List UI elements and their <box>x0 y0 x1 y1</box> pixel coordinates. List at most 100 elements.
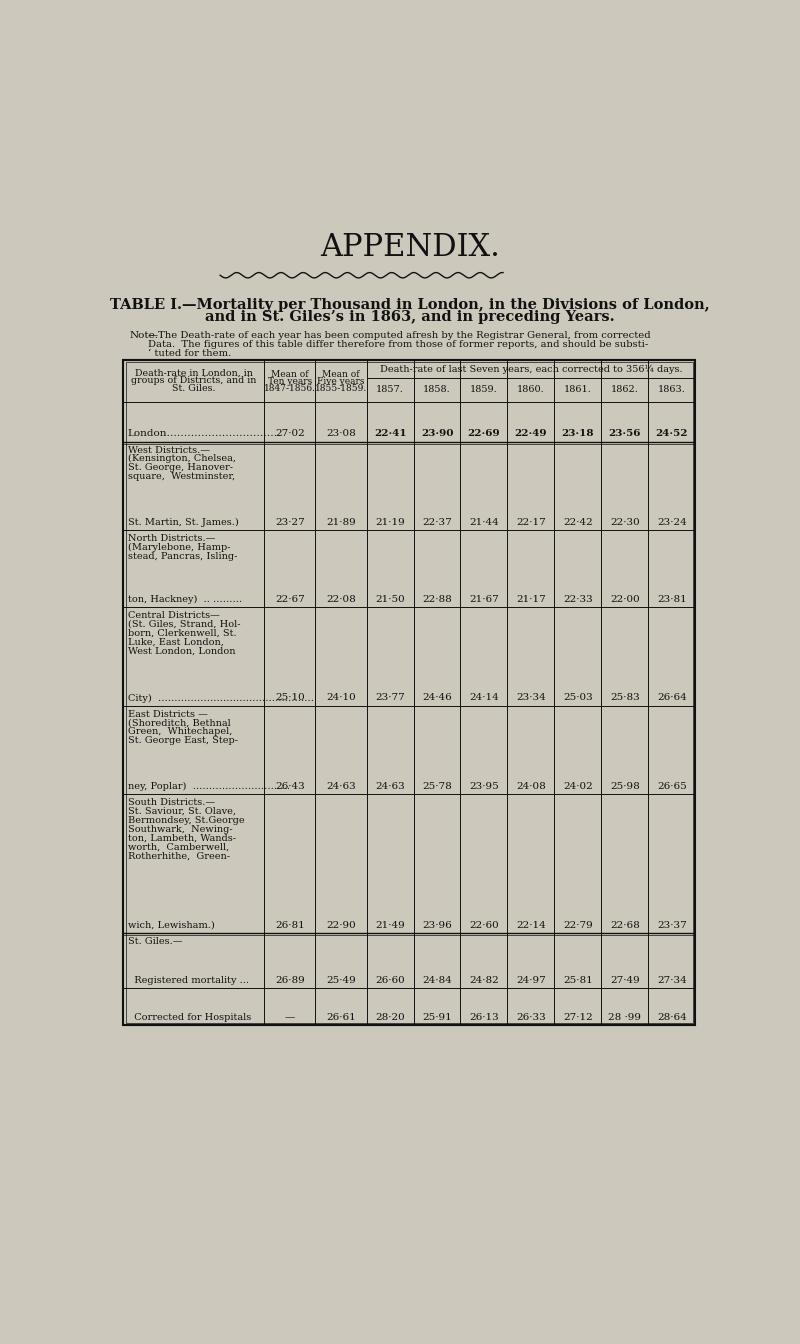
Text: 26·43: 26·43 <box>275 782 305 792</box>
Text: 24·63: 24·63 <box>326 782 356 792</box>
Text: 22·88: 22·88 <box>422 595 452 603</box>
Text: Corrected for Hospitals: Corrected for Hospitals <box>128 1013 251 1021</box>
Text: Death-rate in London, in: Death-rate in London, in <box>135 368 253 378</box>
Text: 24·97: 24·97 <box>516 976 546 985</box>
Text: 23·24: 23·24 <box>657 517 686 527</box>
Text: 23·96: 23·96 <box>422 921 452 930</box>
Text: 22·37: 22·37 <box>422 517 452 527</box>
Text: 23·90: 23·90 <box>421 429 454 438</box>
Text: ‘ tuted for them.: ‘ tuted for them. <box>148 349 231 358</box>
Text: 24·52: 24·52 <box>655 429 688 438</box>
Text: and in St. Giles’s in 1863, and in preceding Years.: and in St. Giles’s in 1863, and in prece… <box>205 310 615 324</box>
Text: St. Giles.: St. Giles. <box>172 384 215 392</box>
Text: Registered mortality ...: Registered mortality ... <box>128 976 249 985</box>
Text: 25·03: 25·03 <box>563 694 593 703</box>
Text: 24·46: 24·46 <box>422 694 452 703</box>
Text: 22·33: 22·33 <box>563 595 593 603</box>
Text: 1859.: 1859. <box>470 386 498 395</box>
Text: 1847-1856.: 1847-1856. <box>264 384 316 392</box>
Text: 1863.: 1863. <box>658 386 686 395</box>
Text: Ten years: Ten years <box>268 378 312 386</box>
Text: Death-rate of last Seven years, each corrected to 356¼ days.: Death-rate of last Seven years, each cor… <box>379 364 682 374</box>
Text: 26·89: 26·89 <box>275 976 305 985</box>
Text: Note.: Note. <box>130 331 158 340</box>
Text: born, Clerkenwell, St.: born, Clerkenwell, St. <box>128 629 237 638</box>
Text: South Districts.—: South Districts.— <box>128 798 215 808</box>
Text: 24·08: 24·08 <box>516 782 546 792</box>
Bar <box>126 363 693 1023</box>
Text: 1861.: 1861. <box>564 386 592 395</box>
Text: 26·65: 26·65 <box>657 782 686 792</box>
Text: 28·64: 28·64 <box>657 1013 686 1021</box>
Text: Bermondsey, St.George: Bermondsey, St.George <box>128 816 245 825</box>
Text: 22·14: 22·14 <box>516 921 546 930</box>
Text: 22·30: 22·30 <box>610 517 640 527</box>
Text: 26·13: 26·13 <box>469 1013 499 1021</box>
Text: 21·19: 21·19 <box>375 517 405 527</box>
Text: 26·64: 26·64 <box>657 694 686 703</box>
Text: 27·49: 27·49 <box>610 976 640 985</box>
Text: St. Giles.—: St. Giles.— <box>128 937 182 946</box>
Text: 24·02: 24·02 <box>563 782 593 792</box>
Text: 1855-1859.: 1855-1859. <box>315 384 367 392</box>
Text: (Marylebone, Hamp-: (Marylebone, Hamp- <box>128 543 230 552</box>
Text: 21·17: 21·17 <box>516 595 546 603</box>
Text: Green,  Whitechapel,: Green, Whitechapel, <box>128 727 232 737</box>
Text: 22·41: 22·41 <box>374 429 406 438</box>
Text: 24·63: 24·63 <box>375 782 405 792</box>
Text: St. George East, Step-: St. George East, Step- <box>128 737 238 745</box>
Text: 21·44: 21·44 <box>469 517 499 527</box>
Text: 21·50: 21·50 <box>375 595 405 603</box>
Text: 26·33: 26·33 <box>516 1013 546 1021</box>
Text: Data.  The figures of this table differ therefore from those of former reports, : Data. The figures of this table differ t… <box>148 340 648 349</box>
Text: 26·60: 26·60 <box>375 976 405 985</box>
Text: (Shoreditch, Bethnal: (Shoreditch, Bethnal <box>128 719 230 727</box>
Text: 28·20: 28·20 <box>375 1013 405 1021</box>
Text: 27·34: 27·34 <box>657 976 686 985</box>
Text: Mean of: Mean of <box>322 370 360 379</box>
Text: 23·95: 23·95 <box>469 782 499 792</box>
Text: 22·08: 22·08 <box>326 595 356 603</box>
Text: Five years: Five years <box>318 378 365 386</box>
Text: square,  Westminster,: square, Westminster, <box>128 472 235 481</box>
Text: 22·60: 22·60 <box>469 921 499 930</box>
Text: 24·10: 24·10 <box>326 694 356 703</box>
Text: 25·83: 25·83 <box>610 694 640 703</box>
Text: 28 ·99: 28 ·99 <box>608 1013 642 1021</box>
Text: 26·61: 26·61 <box>326 1013 356 1021</box>
Text: 22·90: 22·90 <box>326 921 356 930</box>
Text: 22·42: 22·42 <box>563 517 593 527</box>
Text: North Districts.—: North Districts.— <box>128 534 215 543</box>
Text: TABLE I.—Mortality per Thousand in London, in the Divisions of London,: TABLE I.—Mortality per Thousand in Londo… <box>110 297 710 312</box>
Text: 25·81: 25·81 <box>563 976 593 985</box>
Text: St. Martin, St. James.): St. Martin, St. James.) <box>128 517 238 527</box>
Text: 26·81: 26·81 <box>275 921 305 930</box>
Text: 22·49: 22·49 <box>514 429 547 438</box>
Text: 24·14: 24·14 <box>469 694 499 703</box>
Text: 21·67: 21·67 <box>469 595 499 603</box>
Text: 27·02: 27·02 <box>275 429 305 438</box>
Text: 25·91: 25·91 <box>422 1013 452 1021</box>
Text: London……………………………: London…………………………… <box>128 429 282 438</box>
Text: 22·68: 22·68 <box>610 921 640 930</box>
Text: 23·37: 23·37 <box>657 921 686 930</box>
Text: stead, Pancras, Isling-: stead, Pancras, Isling- <box>128 552 238 560</box>
Text: City)  …………………………………………: City) ………………………………………… <box>128 694 314 703</box>
Text: 21·89: 21·89 <box>326 517 356 527</box>
Text: West London, London: West London, London <box>128 646 235 656</box>
Text: 23·34: 23·34 <box>516 694 546 703</box>
Text: 25·49: 25·49 <box>326 976 356 985</box>
Text: 22·67: 22·67 <box>275 595 305 603</box>
Text: 1857.: 1857. <box>376 386 404 395</box>
Text: 22·79: 22·79 <box>563 921 593 930</box>
Text: (St. Giles, Strand, Hol-: (St. Giles, Strand, Hol- <box>128 620 240 629</box>
Text: ton, Lambeth, Wands-: ton, Lambeth, Wands- <box>128 833 236 843</box>
Text: 23·27: 23·27 <box>275 517 305 527</box>
Text: Rotherhithe,  Green-: Rotherhithe, Green- <box>128 851 230 860</box>
Text: Central Districts—: Central Districts— <box>128 612 220 620</box>
Text: 25·98: 25·98 <box>610 782 640 792</box>
Text: (Kensington, Chelsea,: (Kensington, Chelsea, <box>128 454 236 464</box>
Text: —: — <box>285 1013 295 1021</box>
Text: wich, Lewisham.): wich, Lewisham.) <box>128 921 214 930</box>
Text: 22·17: 22·17 <box>516 517 546 527</box>
